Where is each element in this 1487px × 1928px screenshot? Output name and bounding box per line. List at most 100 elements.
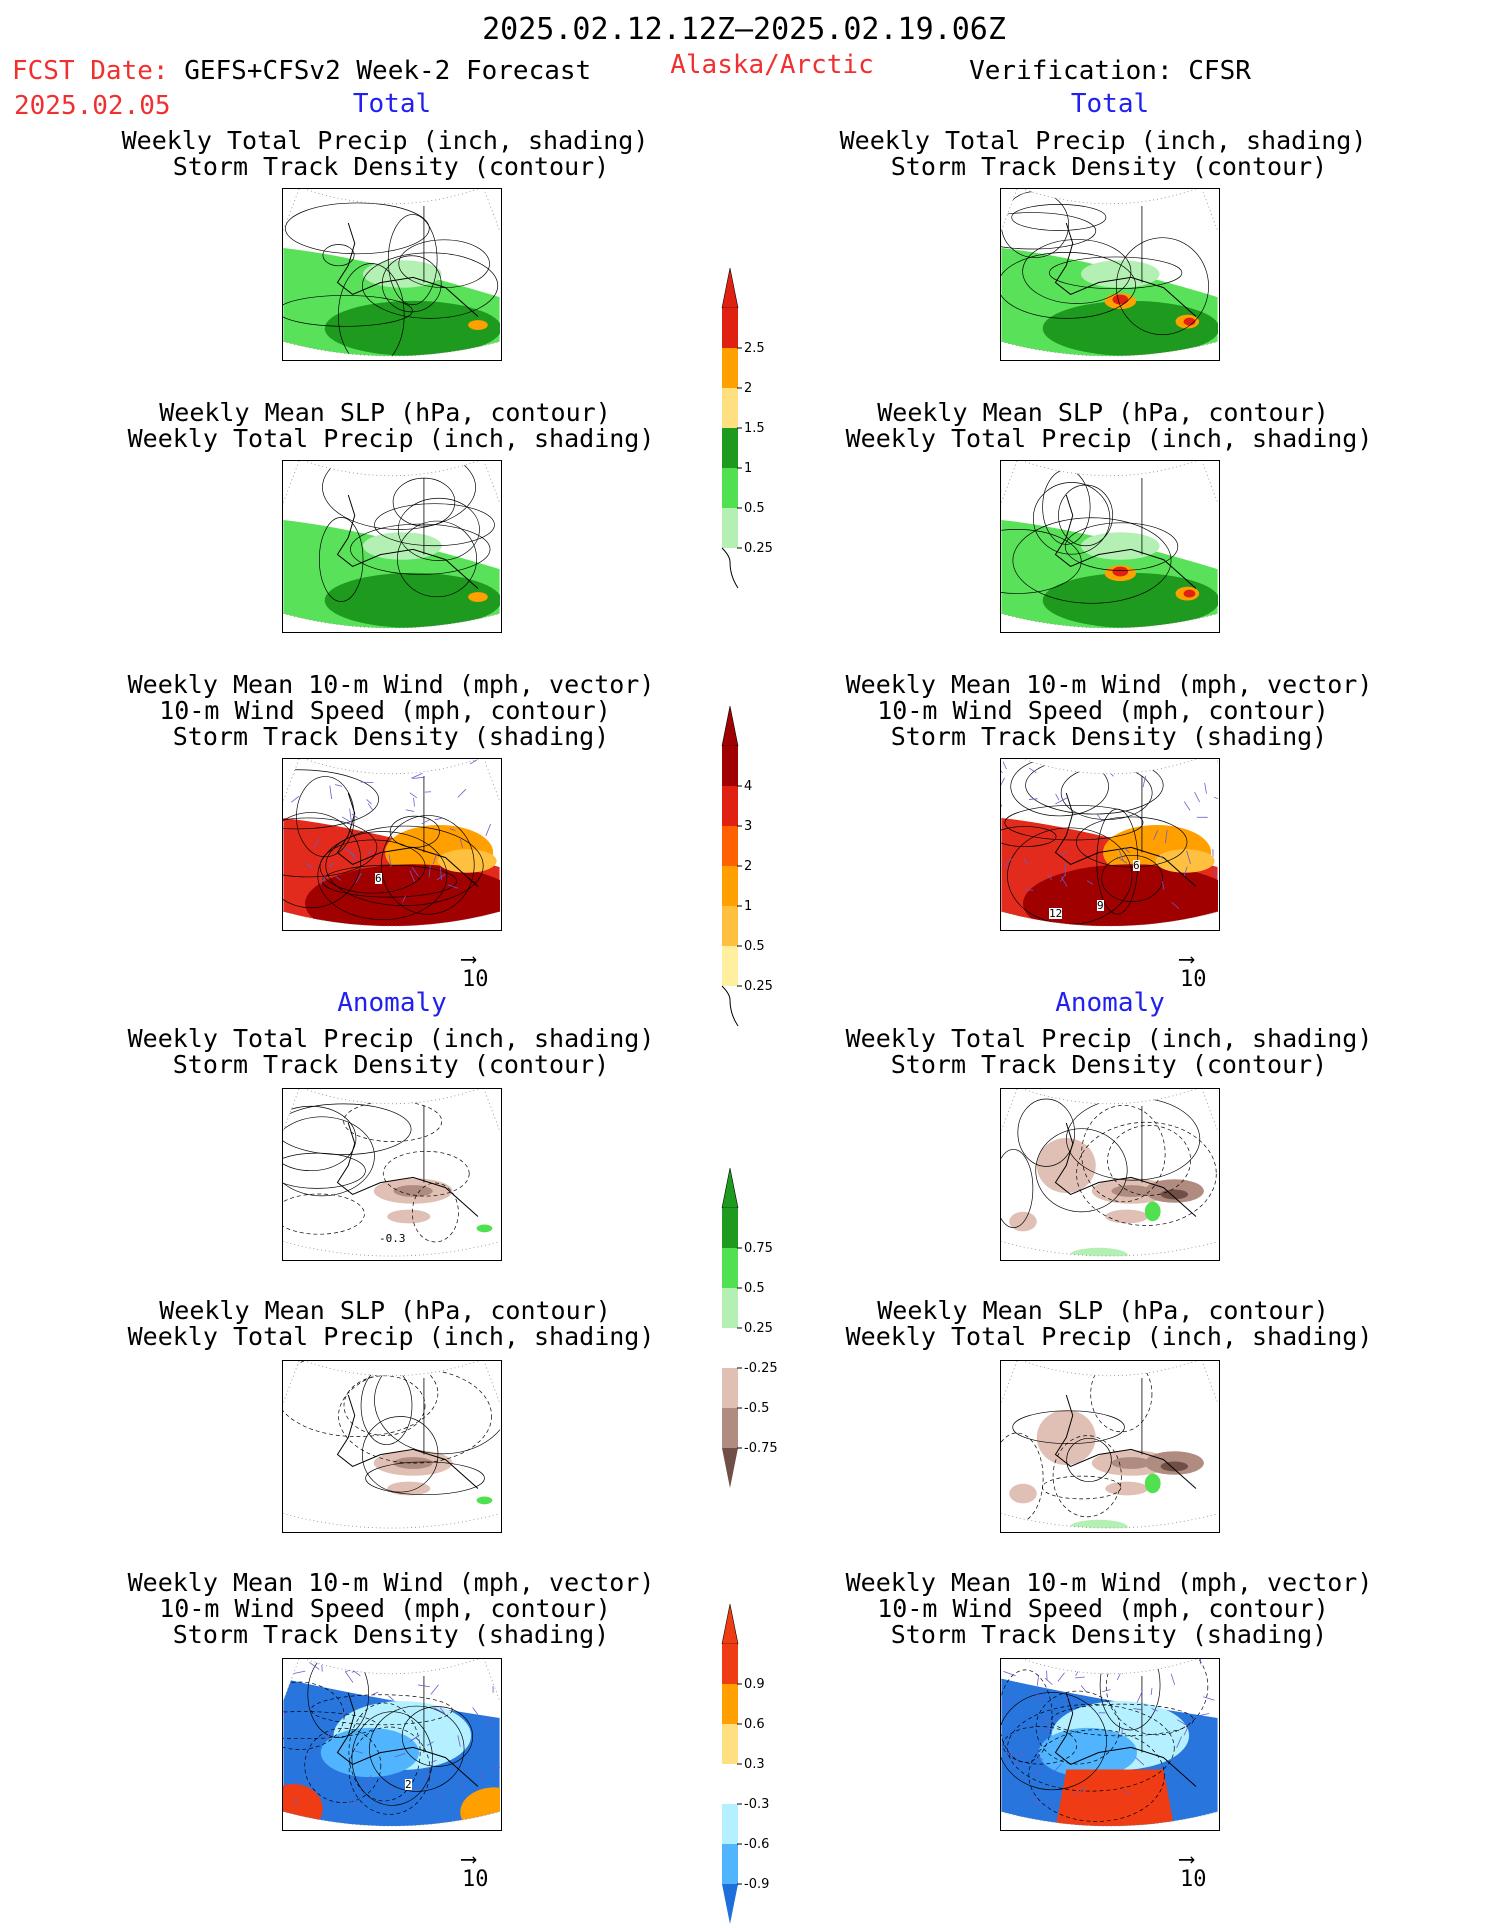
title-fc-anom-wind-2: 10-m Wind Speed (mph, contour): [159, 1596, 611, 1621]
colorbar-label: 3: [744, 819, 752, 834]
title-vf-anom-wind-2: 10-m Wind Speed (mph, contour): [877, 1596, 1329, 1621]
map-fc-anom-slp: [282, 1360, 502, 1533]
map-vf-anom-precip: [1000, 1088, 1220, 1261]
colorbar-label: 0.75: [744, 1241, 773, 1256]
map-shading: [283, 1101, 492, 1242]
section-anomaly-left: Anomaly: [337, 990, 447, 1016]
colorbar-segment: [722, 1368, 738, 1408]
map-vf-anom-wind: [1000, 1658, 1220, 1831]
title-fc-total-wind-3: Storm Track Density (shading): [173, 724, 610, 749]
colorbar-label: 4: [744, 779, 752, 794]
vector-ref-value: 10: [462, 967, 489, 992]
title-fc-anom-wind-1: Weekly Mean 10-m Wind (mph, vector): [128, 1570, 655, 1595]
fcst-date-value: 2025.02.05: [14, 93, 171, 119]
colorbar-segment: [722, 1248, 738, 1288]
vector-ref-vf-total: ⟶10: [1180, 952, 1207, 992]
vector-ref-fc-anom: ⟶10: [462, 1852, 489, 1892]
contour-label: 6: [1133, 860, 1140, 871]
map-shading: [283, 1659, 500, 1829]
colorbar-label: 0.5: [744, 1281, 765, 1296]
colorbar-label: 2: [744, 381, 752, 396]
colorbar-label: -0.75: [744, 1441, 778, 1456]
map-vf-total-slp: [1000, 460, 1220, 633]
title-vf-anom-wind-3: Storm Track Density (shading): [891, 1622, 1328, 1647]
map-vf-total-wind: 12 9 6: [1000, 758, 1220, 931]
colorbar-label: 1: [744, 899, 752, 914]
title-fc-total-precip-1: Weekly Total Precip (inch, shading): [122, 128, 649, 153]
colorbar-segment: [722, 308, 738, 348]
title-fc-anom-precip-1: Weekly Total Precip (inch, shading): [128, 1026, 655, 1051]
colorbar-label: 0.5: [744, 939, 765, 954]
map-graphic: [1001, 1361, 1218, 1531]
map-graphic: [1001, 189, 1218, 359]
map-contours: [1001, 1098, 1216, 1228]
region-title: Alaska/Arctic: [670, 52, 874, 78]
title-fc-total-wind-2: 10-m Wind Speed (mph, contour): [159, 698, 611, 723]
colorbar-label: -0.6: [744, 1837, 769, 1852]
colorbar-arrow-bottom: [722, 1884, 738, 1924]
contour-label: 6: [375, 873, 382, 884]
map-graphic: [283, 189, 500, 359]
map-fc-anom-precip: -0.3: [282, 1088, 502, 1261]
contour-label: 2: [405, 1779, 412, 1790]
map-shading: [283, 203, 500, 359]
colorbar-segment: [722, 1328, 738, 1368]
colorbar-tail: [722, 986, 738, 1026]
map-shading: [1001, 1098, 1216, 1259]
title-vf-anom-slp-2: Weekly Total Precip (inch, shading): [846, 1324, 1373, 1349]
contour-label: 9: [1097, 900, 1104, 911]
colorbar-label: 2: [744, 859, 752, 874]
title-fc-anom-slp-2: Weekly Total Precip (inch, shading): [128, 1324, 655, 1349]
map-vf-anom-slp: [1000, 1360, 1220, 1533]
colorbar-label: 2.5: [744, 341, 765, 356]
title-fc-total-precip-2: Storm Track Density (contour): [173, 154, 610, 179]
right-arrow-icon: ⟶: [462, 952, 489, 967]
vector-ref-value: 10: [462, 1867, 489, 1892]
vector-ref-fc-total: ⟶10: [462, 952, 489, 992]
vector-ref-value: 10: [1180, 967, 1207, 992]
map-graphic: [1001, 461, 1218, 631]
colorbar-graphic: 0.90.60.3-0.3-0.6-0.9: [722, 1604, 792, 1928]
colorbar-segment: [722, 1844, 738, 1884]
colorbar-segment: [722, 348, 738, 388]
product-name: GEFS+CFSv2 Week-2 Forecast: [184, 56, 591, 86]
colorbar-arrow-top: [722, 1168, 738, 1208]
colorbar-segment: [722, 866, 738, 906]
colorbar-precip-total: 2.5 2 1.5 1 0.5 0.25: [722, 268, 792, 592]
colorbar-label: -0.3: [744, 1797, 769, 1812]
colorbar-label: 1.5: [744, 421, 765, 436]
colorbar-label: 0.25: [744, 541, 773, 556]
colorbar-label: 0.3: [744, 1757, 765, 1772]
colorbar-label: -0.5: [744, 1401, 769, 1416]
colorbar-arrow-top: [722, 1604, 738, 1644]
colorbar-arrow-top: [722, 268, 738, 308]
map-contours: [283, 1101, 469, 1242]
colorbar-segment: [722, 906, 738, 946]
colorbar-segment: [722, 508, 738, 548]
fcst-date-label: FCST Date:: [12, 56, 169, 86]
title-vf-total-precip-1: Weekly Total Precip (inch, shading): [840, 128, 1367, 153]
colorbar-segment: [722, 786, 738, 826]
title-fc-total-wind-1: Weekly Mean 10-m Wind (mph, vector): [128, 672, 655, 697]
title-vf-anom-precip-2: Storm Track Density (contour): [891, 1052, 1328, 1077]
map-sector-outline: [283, 1089, 500, 1256]
map-graphic: [1001, 1089, 1218, 1259]
title-vf-total-wind-1: Weekly Mean 10-m Wind (mph, vector): [846, 672, 1373, 697]
map-graphic: [283, 1659, 500, 1829]
forecast-info: FCST Date: GEFS+CFSv2 Week-2 Forecast: [12, 58, 591, 84]
colorbar-label: -0.25: [744, 1361, 778, 1376]
title-fc-total-slp-1: Weekly Mean SLP (hPa, contour): [159, 400, 611, 425]
title-vf-total-wind-2: 10-m Wind Speed (mph, contour): [877, 698, 1329, 723]
colorbar-label: 1: [744, 461, 752, 476]
vector-ref-value: 10: [1180, 1867, 1207, 1892]
title-fc-anom-slp-1: Weekly Mean SLP (hPa, contour): [159, 1298, 611, 1323]
colorbar-label: 0.5: [744, 501, 765, 516]
title-vf-anom-slp-1: Weekly Mean SLP (hPa, contour): [877, 1298, 1329, 1323]
colorbar-tail: [722, 548, 738, 588]
colorbar-segment: [722, 1644, 738, 1684]
map-sector-outline: [1001, 1361, 1218, 1528]
right-arrow-icon: ⟶: [462, 1852, 489, 1867]
colorbar-graphic: 2.5 2 1.5 1 0.5 0.25: [722, 268, 792, 592]
